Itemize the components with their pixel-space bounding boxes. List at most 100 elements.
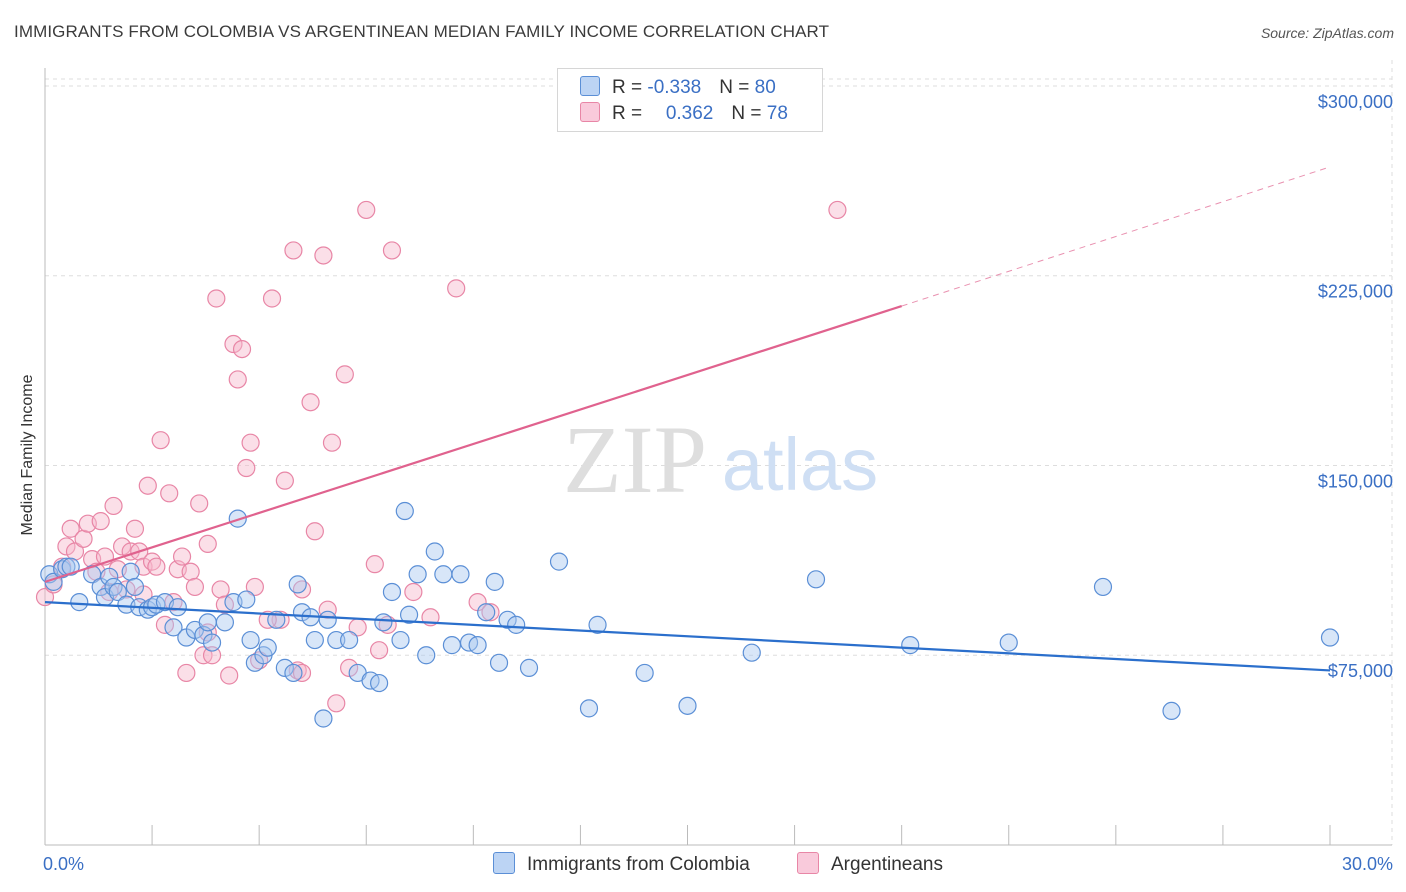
data-point-colombia	[305, 630, 324, 650]
legend-r-label: R =	[612, 77, 648, 98]
source-label: Source: ZipAtlas.com	[1260, 25, 1394, 41]
data-point-argentineans	[262, 289, 282, 308]
data-point-argentineans	[322, 433, 342, 452]
data-point-colombia	[215, 613, 234, 632]
data-point-colombia	[198, 613, 217, 632]
data-point-colombia	[391, 630, 410, 650]
data-point-colombia	[519, 658, 539, 677]
data-point-colombia	[237, 590, 256, 609]
data-point-colombia	[806, 570, 826, 589]
data-point-argentineans	[202, 646, 222, 665]
grid-lines	[45, 60, 1393, 845]
data-point-argentineans	[224, 334, 243, 354]
data-point-colombia	[164, 618, 183, 637]
data-point-colombia	[678, 696, 697, 715]
data-point-colombia	[489, 653, 509, 672]
legend-item-argentineans[interactable]: Argentineans	[797, 852, 943, 876]
data-point-colombia	[742, 643, 761, 662]
x-tick-label: 0.0%	[43, 854, 84, 874]
data-point-colombia	[468, 636, 487, 655]
data-point-argentineans	[245, 577, 264, 597]
data-point-argentineans	[57, 537, 76, 556]
trend-line-argentineans	[44, 305, 903, 583]
y-tick-label: $300,000	[1318, 92, 1393, 112]
data-point-argentineans	[177, 663, 196, 683]
data-point-argentineans	[275, 471, 294, 490]
data-point-argentineans	[481, 603, 500, 622]
data-point-argentineans	[198, 534, 217, 554]
data-point-colombia	[477, 603, 496, 622]
legend-row-argentineans: R = 0.362 N = 78	[580, 102, 788, 126]
data-point-argentineans	[370, 641, 389, 660]
data-point-colombia	[125, 577, 145, 597]
data-point-colombia	[451, 565, 470, 584]
data-point-colombia	[434, 565, 453, 584]
data-point-colombia	[121, 562, 140, 581]
watermark-zip: ZIP	[563, 406, 707, 513]
data-point-colombia	[168, 598, 187, 617]
data-point-colombia	[635, 663, 654, 683]
data-point-argentineans	[314, 246, 333, 265]
data-point-colombia	[202, 633, 222, 652]
data-point-argentineans	[335, 365, 354, 384]
data-point-colombia	[228, 509, 247, 528]
data-point-argentineans	[91, 512, 110, 531]
data-point-argentineans	[220, 666, 239, 685]
data-point-colombia	[374, 613, 393, 632]
legend-item-colombia[interactable]: Immigrants from Colombia	[493, 852, 750, 876]
data-point-colombia	[314, 709, 333, 728]
legend-r-label: R =	[612, 103, 648, 124]
legend-swatch-colombia	[580, 76, 600, 96]
data-point-argentineans	[147, 557, 166, 576]
data-point-argentineans	[104, 496, 123, 516]
data-point-argentineans	[241, 433, 260, 452]
data-point-colombia	[288, 575, 307, 594]
legend-swatch-argentineans	[580, 102, 600, 122]
data-point-argentineans	[211, 580, 230, 599]
legend-swatch-argentineans	[797, 852, 819, 874]
data-point-argentineans	[340, 658, 359, 677]
legend-n-label: N =	[731, 103, 767, 124]
data-point-colombia	[100, 567, 119, 586]
chart-title: IMMIGRANTS FROM COLOMBIA VS ARGENTINEAN …	[14, 22, 830, 41]
data-point-argentineans	[232, 339, 252, 359]
data-point-argentineans	[151, 431, 170, 450]
data-point-colombia	[395, 501, 414, 521]
data-point-colombia	[108, 582, 127, 602]
tick-labels: $75,000 $150,000 $225,000 $300,000 0.0% 30.0%	[43, 92, 1393, 874]
legend-n-value: 78	[766, 103, 788, 124]
correlation-legend: R = -0.338 N = 80 R = 0.362 N = 78	[557, 68, 823, 132]
data-point-colombia	[327, 630, 346, 650]
data-point-colombia	[417, 646, 436, 665]
trend-lines	[44, 166, 1331, 672]
data-point-colombia	[382, 582, 402, 602]
data-point-colombia	[408, 565, 427, 584]
data-point-argentineans	[112, 537, 132, 556]
y-tick-label: $150,000	[1318, 471, 1393, 491]
watermark: ZIP atlas	[563, 406, 878, 513]
data-point-argentineans	[404, 582, 423, 602]
data-point-colombia	[485, 572, 504, 591]
data-point-argentineans	[185, 577, 205, 597]
data-point-argentineans	[61, 519, 80, 538]
trend-line-argentineans-extension	[901, 166, 1331, 307]
data-point-argentineans	[284, 241, 303, 260]
trend-line-colombia	[44, 601, 1331, 672]
data-point-argentineans	[228, 370, 247, 389]
data-point-argentineans	[207, 289, 226, 308]
legend-r-value: -0.338	[647, 77, 702, 98]
legend-label-colombia: Immigrants from Colombia	[527, 854, 750, 875]
data-point-colombia	[425, 542, 444, 561]
series-legend: Immigrants from Colombia Argentineans	[0, 852, 1406, 878]
data-point-colombia	[1093, 577, 1113, 597]
data-point-colombia	[241, 630, 260, 650]
data-point-argentineans	[365, 555, 384, 574]
data-point-colombia	[318, 610, 337, 629]
data-point-colombia	[275, 658, 294, 677]
legend-row-colombia: R = -0.338 N = 80	[580, 76, 776, 100]
data-point-argentineans	[305, 522, 324, 541]
data-point-argentineans	[447, 279, 466, 298]
data-point-argentineans	[172, 547, 192, 566]
legend-n-label: N =	[719, 77, 755, 98]
